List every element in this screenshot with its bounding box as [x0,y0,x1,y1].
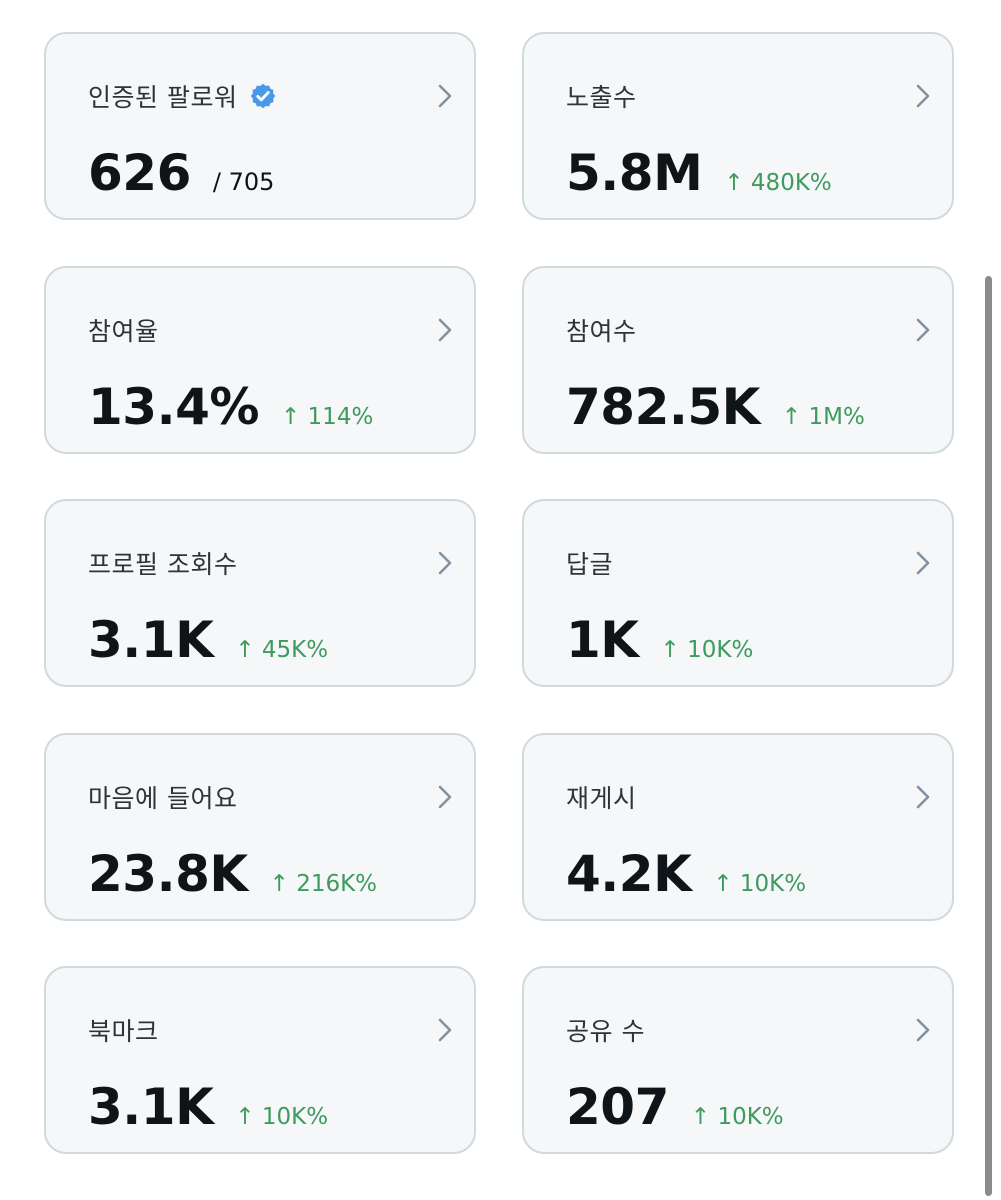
card-change: ↑ 10K% [660,637,754,663]
card-label: 재게시 [566,784,637,813]
card-profile-visits[interactable]: 프로필 조회수 3.1K ↑ 45K% [44,499,476,687]
chevron-right-icon [916,1018,930,1042]
card-total: / 705 [212,168,275,196]
card-value-row: 1K ↑ 10K% [566,611,753,669]
card-bookmarks[interactable]: 북마크 3.1K ↑ 10K% [44,966,476,1154]
card-label-row: 참여수 [566,312,637,348]
card-change: ↑ 114% [280,404,374,430]
card-reposts[interactable]: 재게시 4.2K ↑ 10K% [522,733,954,921]
card-value-row: 5.8M ↑ 480K% [566,144,832,202]
card-label: 답글 [566,550,614,579]
card-label: 인증된 팔로워 [88,83,238,112]
card-label: 프로필 조회수 [88,550,238,579]
card-change: ↑ 10K% [690,1104,784,1130]
card-value: 23.8K [88,845,248,903]
card-value: 13.4% [88,378,259,436]
scrollbar-thumb[interactable] [985,276,992,1196]
card-shares[interactable]: 공유 수 207 ↑ 10K% [522,966,954,1154]
card-label-row: 프로필 조회수 [88,545,237,581]
chevron-right-icon [438,551,452,575]
card-label: 공유 수 [566,1017,645,1046]
card-impressions[interactable]: 노출수 5.8M ↑ 480K% [522,32,954,220]
card-value: 1K [566,611,639,669]
card-label-row: 노출수 [566,78,637,114]
card-label-row: 재게시 [566,779,637,815]
card-change: ↑ 1M% [781,404,865,430]
card-value: 626 [88,144,191,202]
card-label: 북마크 [88,1017,159,1046]
card-change: ↑ 216K% [269,871,378,897]
card-engagement-rate[interactable]: 참여율 13.4% ↑ 114% [44,266,476,454]
card-label-row: 마음에 들어요 [88,779,237,815]
card-likes[interactable]: 마음에 들어요 23.8K ↑ 216K% [44,733,476,921]
card-value: 5.8M [566,144,703,202]
card-value-row: 3.1K ↑ 45K% [88,611,328,669]
card-change: ↑ 10K% [713,871,807,897]
card-label-row: 답글 [566,545,613,581]
card-label: 노출수 [566,83,637,112]
verified-badge-icon [251,83,276,109]
chevron-right-icon [438,318,452,342]
card-value-row: 23.8K ↑ 216K% [88,845,377,903]
card-replies[interactable]: 답글 1K ↑ 10K% [522,499,954,687]
chevron-right-icon [438,1018,452,1042]
chevron-right-icon [438,785,452,809]
card-label-row: 공유 수 [566,1012,645,1048]
card-engagements[interactable]: 참여수 782.5K ↑ 1M% [522,266,954,454]
card-label-row: 참여율 [88,312,159,348]
card-label: 참여율 [88,317,159,346]
chevron-right-icon [916,318,930,342]
card-label: 마음에 들어요 [88,784,238,813]
chevron-right-icon [438,84,452,108]
card-value-row: 4.2K ↑ 10K% [566,845,806,903]
chevron-right-icon [916,84,930,108]
chevron-right-icon [916,551,930,575]
card-value-row: 782.5K ↑ 1M% [566,378,865,436]
card-label-row: 인증된 팔로워 [88,78,277,114]
card-change: ↑ 45K% [235,637,329,663]
card-verified-followers[interactable]: 인증된 팔로워 626 / 705 [44,32,476,220]
card-value-row: 626 / 705 [88,144,274,202]
card-value: 4.2K [566,845,692,903]
card-value-row: 13.4% ↑ 114% [88,378,373,436]
card-value-row: 207 ↑ 10K% [566,1078,784,1136]
card-value: 3.1K [88,611,214,669]
card-value: 782.5K [566,378,760,436]
card-label-row: 북마크 [88,1012,159,1048]
card-value: 207 [566,1078,669,1136]
card-value: 3.1K [88,1078,214,1136]
card-change: ↑ 10K% [235,1104,329,1130]
card-value-row: 3.1K ↑ 10K% [88,1078,328,1136]
card-change: ↑ 480K% [724,170,832,196]
chevron-right-icon [916,785,930,809]
card-label: 참여수 [566,317,637,346]
